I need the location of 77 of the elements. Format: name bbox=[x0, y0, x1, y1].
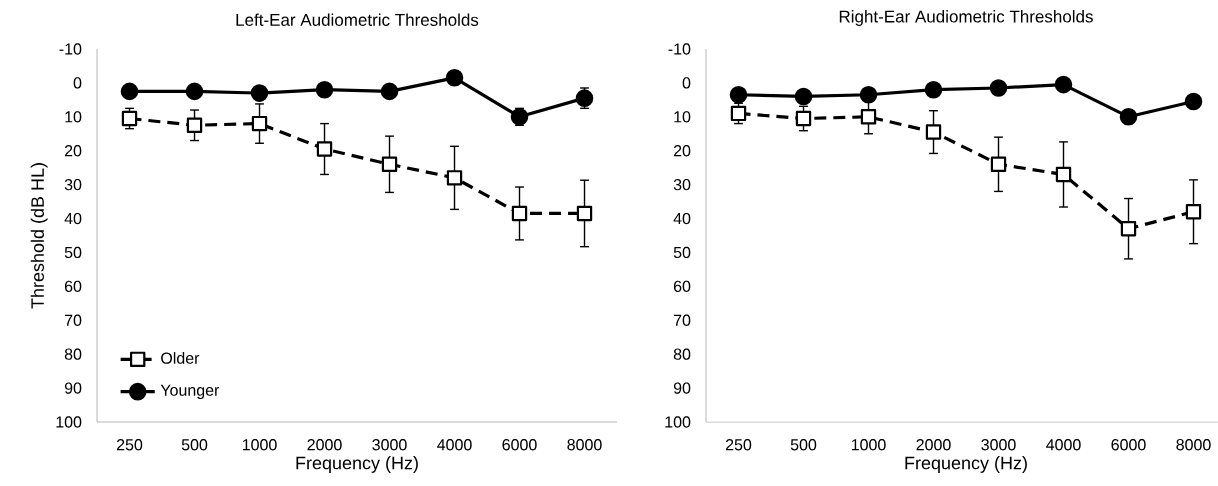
point bbox=[1120, 221, 1137, 237]
point bbox=[794, 87, 813, 106]
point bbox=[1119, 108, 1138, 126]
y-tick-label: 20 bbox=[673, 145, 691, 157]
point bbox=[380, 82, 399, 101]
point bbox=[576, 205, 593, 222]
y-tick-label: 100 bbox=[665, 416, 691, 428]
point bbox=[511, 205, 528, 222]
x-tick-label: 250 bbox=[725, 439, 752, 451]
x-tick-label: 2000 bbox=[916, 439, 951, 451]
y-tick-label: 80 bbox=[64, 348, 82, 360]
point bbox=[860, 109, 877, 125]
x-tick-label: 1000 bbox=[851, 439, 886, 451]
point bbox=[316, 141, 333, 157]
y-tick-label: 0 bbox=[682, 77, 691, 89]
y-tick-label: 80 bbox=[673, 348, 691, 360]
x-tick-label: 2000 bbox=[307, 439, 342, 451]
x-tick-label: 6000 bbox=[502, 439, 537, 451]
point bbox=[859, 85, 878, 104]
y-tick-label: 20 bbox=[64, 145, 82, 157]
y-axis-title: Threshold (dB HL) bbox=[30, 163, 48, 309]
y-tick-label: 10 bbox=[674, 111, 691, 123]
y-tick-label: 90 bbox=[673, 382, 691, 394]
point bbox=[510, 108, 529, 126]
x-tick-label: 4000 bbox=[1046, 439, 1081, 451]
x-tick-label: 500 bbox=[181, 439, 208, 451]
point bbox=[1185, 204, 1202, 220]
point bbox=[1055, 166, 1072, 183]
point bbox=[120, 82, 139, 101]
x-axis-title: Frequency (Hz) bbox=[296, 456, 418, 473]
point bbox=[989, 79, 1008, 97]
point bbox=[315, 80, 334, 99]
y-tick-label: 50 bbox=[673, 246, 691, 259]
y-tick-label: -10 bbox=[668, 43, 691, 55]
point bbox=[445, 69, 464, 87]
x-tick-label: 4000 bbox=[437, 439, 472, 451]
x-tick-label: 6000 bbox=[1111, 439, 1146, 451]
y-tick-label: 40 bbox=[673, 212, 691, 225]
point bbox=[990, 156, 1007, 172]
y-tick-label: 70 bbox=[64, 314, 82, 326]
y-tick-label: 30 bbox=[673, 178, 691, 191]
y-tick-label: 50 bbox=[64, 246, 82, 259]
x-tick-label: 8000 bbox=[1176, 439, 1211, 451]
y-tick-label: 60 bbox=[673, 280, 691, 293]
point bbox=[575, 89, 594, 107]
legend-label: Older bbox=[161, 352, 200, 364]
y-tick-label: 100 bbox=[56, 416, 82, 428]
point bbox=[446, 170, 463, 186]
point bbox=[381, 156, 398, 172]
y-tick-label: 70 bbox=[673, 314, 691, 326]
point bbox=[1054, 75, 1073, 94]
chart-title: Right-Ear Audiometric Thresholds bbox=[839, 10, 1093, 26]
y-tick-label: 10 bbox=[65, 111, 82, 123]
point bbox=[1184, 92, 1203, 111]
y-tick-label: 60 bbox=[64, 280, 82, 293]
point bbox=[185, 82, 204, 101]
y-tick-label: 40 bbox=[64, 212, 82, 225]
point bbox=[924, 80, 943, 99]
y-tick-label: 90 bbox=[64, 382, 82, 394]
point bbox=[925, 124, 942, 140]
y-tick-label: -10 bbox=[59, 43, 82, 55]
point bbox=[186, 117, 203, 133]
x-axis-title: Frequency (Hz) bbox=[905, 456, 1027, 473]
point bbox=[251, 115, 268, 132]
point bbox=[795, 110, 812, 127]
x-tick-label: 250 bbox=[116, 439, 143, 451]
point bbox=[729, 85, 748, 104]
x-tick-label: 8000 bbox=[567, 439, 602, 451]
x-tick-label: 3000 bbox=[981, 439, 1016, 451]
point bbox=[250, 84, 269, 102]
x-tick-label: 1000 bbox=[242, 439, 277, 451]
x-tick-label: 500 bbox=[790, 439, 817, 451]
chart-title: Left-Ear Audiometric Thresholds bbox=[236, 13, 479, 26]
y-tick-label: 0 bbox=[73, 77, 82, 89]
x-tick-label: 3000 bbox=[372, 439, 407, 451]
legend-label: Younger bbox=[160, 384, 220, 399]
y-tick-label: 30 bbox=[64, 178, 82, 191]
